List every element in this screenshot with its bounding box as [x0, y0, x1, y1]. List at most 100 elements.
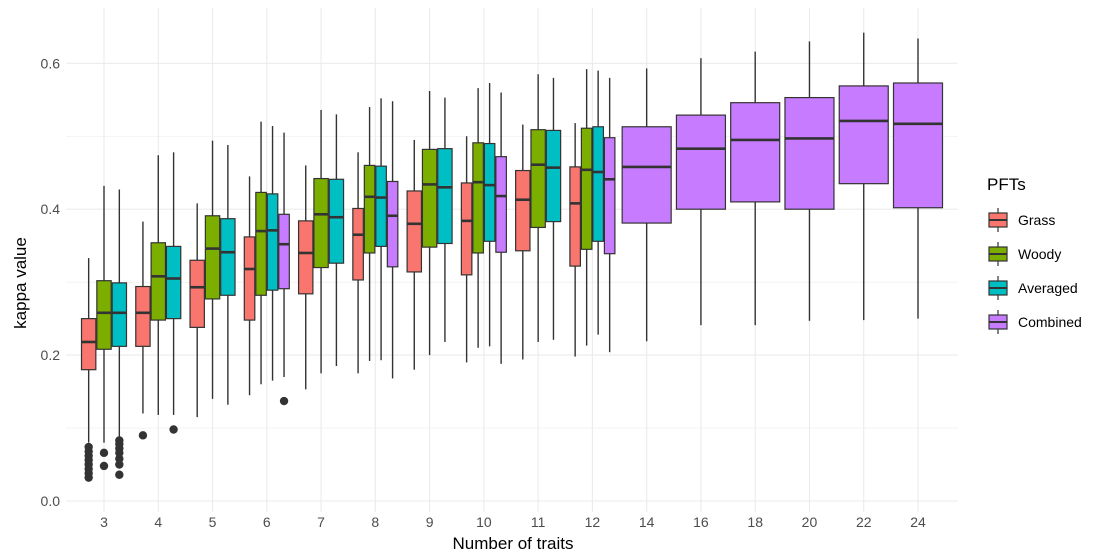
box-body: [483, 142, 496, 242]
box-body: [530, 129, 546, 229]
box-grass-9: [406, 139, 423, 370]
box-averaged-7: [328, 114, 345, 367]
outlier-point: [99, 448, 109, 458]
axes: 0.0 0.2 0.4 0.6 3 4 5 6 7 8 9 10 11 12 14 16 18 20 22 24: [41, 55, 926, 530]
box-woody-8: [363, 107, 376, 361]
box-woody-10: [472, 88, 484, 348]
outlier-point: [279, 396, 289, 406]
legend: PFTs Grass Woody Averaged Combined: [987, 175, 1082, 334]
box-body: [437, 148, 453, 245]
box-body: [569, 166, 582, 267]
y-tick-label: 0.4: [41, 201, 61, 217]
y-tick-label: 0.0: [41, 493, 61, 509]
outlier-point: [138, 431, 148, 440]
box-body: [495, 156, 507, 253]
box-grass-7: [297, 165, 314, 390]
box-body: [189, 259, 205, 328]
box-body: [266, 193, 279, 291]
box-body: [243, 236, 256, 321]
box-averaged-8: [375, 98, 387, 361]
box-body: [80, 318, 97, 371]
box-body: [165, 245, 182, 320]
box-body: [580, 127, 593, 250]
box-averaged-10: [483, 82, 496, 347]
box-combined-6: [278, 132, 290, 406]
legend-item-grass: Grass: [988, 208, 1055, 232]
outlier-point: [99, 461, 109, 471]
box-body: [592, 126, 605, 242]
outlier-point: [115, 436, 124, 445]
box-grass-6: [243, 176, 256, 396]
box-body: [515, 169, 531, 252]
legend-title: PFTs: [987, 175, 1026, 194]
legend-item-woody: Woody: [988, 242, 1061, 266]
box-body: [838, 85, 889, 185]
box-grass-5: [189, 203, 205, 418]
box-body: [220, 218, 236, 296]
box-grass-12: [569, 123, 582, 357]
legend-label: Grass: [1018, 212, 1055, 228]
outlier-point: [115, 470, 124, 479]
box-grass-11: [515, 124, 531, 360]
x-tick-label: 7: [317, 514, 325, 530]
legend-item-averaged: Averaged: [988, 276, 1078, 300]
box-averaged-3: [111, 189, 128, 479]
x-tick-label: 10: [476, 514, 492, 530]
box-body: [421, 148, 438, 248]
outlier-point: [115, 454, 124, 463]
box-woody-6: [255, 121, 267, 385]
box-woody-5: [204, 140, 221, 399]
outlier-point: [115, 460, 124, 469]
box-averaged-9: [437, 97, 453, 342]
box-grass-10: [460, 136, 473, 363]
legend-label: Combined: [1018, 314, 1082, 330]
box-combined-8: [386, 101, 399, 379]
box-body: [784, 96, 835, 210]
box-body: [297, 220, 314, 295]
x-tick-label: 20: [802, 514, 818, 530]
box-body: [375, 165, 387, 248]
x-tick-label: 9: [426, 514, 434, 530]
box-body: [460, 182, 473, 276]
box-averaged-11: [545, 77, 562, 340]
box-body: [278, 213, 290, 290]
outlier-point: [84, 442, 93, 452]
box-body: [96, 280, 112, 350]
box-body: [621, 126, 672, 224]
box-body: [363, 164, 376, 254]
box-averaged-4: [165, 152, 182, 434]
legend-label: Woody: [1018, 246, 1061, 262]
box-plots: [80, 32, 944, 482]
x-tick-label: 18: [747, 514, 763, 530]
legend-item-combined: Combined: [988, 310, 1082, 334]
box-body: [603, 137, 616, 255]
x-tick-label: 5: [209, 514, 217, 530]
box-body: [255, 191, 267, 296]
box-woody-4: [150, 155, 167, 415]
x-tick-label: 11: [531, 514, 546, 530]
box-body: [545, 129, 562, 223]
x-tick-label: 22: [856, 514, 872, 530]
x-tick-label: 6: [263, 514, 271, 530]
box-combined-22: [838, 32, 889, 321]
box-combined-20: [784, 41, 835, 321]
outlier-point: [169, 425, 178, 434]
box-body: [328, 178, 345, 264]
box-body: [892, 82, 944, 209]
box-averaged-6: [266, 126, 279, 381]
box-combined-14: [621, 68, 672, 342]
box-body: [135, 285, 151, 347]
box-grass-8: [352, 152, 364, 374]
box-averaged-12: [592, 70, 605, 335]
x-tick-label: 24: [910, 514, 926, 530]
box-body: [675, 114, 727, 210]
box-body: [111, 282, 128, 347]
box-body: [406, 190, 423, 273]
box-body: [150, 242, 167, 321]
box-woody-9: [421, 91, 438, 356]
x-tick-label: 8: [371, 514, 379, 530]
y-tick-label: 0.2: [41, 347, 61, 363]
box-body: [386, 180, 399, 268]
box-grass-4: [135, 221, 151, 440]
